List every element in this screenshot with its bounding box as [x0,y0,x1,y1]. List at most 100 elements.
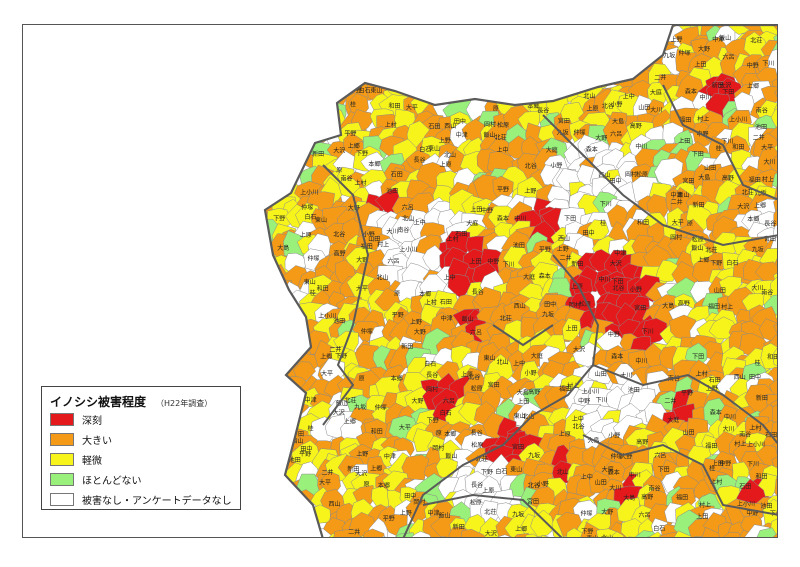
area-polygon [551,28,577,56]
area-polygon [265,291,280,316]
area-polygon [265,84,270,112]
area-polygon [494,25,524,29]
area-polygon [272,35,302,62]
area-polygon [265,265,283,294]
area-polygon [662,122,684,147]
area-name-label: 長谷 [413,156,425,164]
area-name-label: 南谷 [761,289,773,297]
area-polygon [523,63,550,89]
area-polygon [359,45,384,67]
area-name-label: 上中 [513,359,525,367]
area-polygon [297,69,323,96]
area-name-label: 上小川 [737,500,755,508]
area-polygon [406,30,434,55]
area-name-label: 仲塚 [361,327,373,335]
area-name-label: 大庭 [466,220,478,228]
area-polygon [410,531,435,537]
area-name-label: 西山 [328,500,340,508]
area-polygon [317,45,340,68]
area-name-label: 上小川 [729,116,747,124]
area-name-label: 長谷 [764,219,776,227]
area-name-label: 福田 [676,494,688,502]
area-polygon [596,528,618,537]
area-name-label: 和田 [637,218,649,226]
area-polygon [341,37,366,60]
area-polygon [268,430,295,454]
area-name-label: 平野 [392,311,404,319]
area-polygon [504,38,533,58]
area-name-label: 飯山 [677,191,689,199]
area-polygon [419,52,444,79]
area-polygon [770,392,777,424]
area-name-label: 新田 [453,523,465,531]
area-name-label: 上村 [447,235,459,243]
area-name-label: 六呂 [470,328,482,336]
area-name-label: 九坂 [663,52,675,60]
area-polygon [329,25,355,54]
area-polygon [239,330,263,354]
area-name-label: 二井 [654,74,666,82]
area-polygon [265,86,280,111]
area-name-label: 大野 [601,508,613,516]
area-name-label: 上田 [712,459,724,467]
area-name-label: 池田 [386,187,398,195]
area-name-label: 中津 [305,396,317,404]
area-name-label: 大庭 [546,146,558,154]
area-name-label: 上村 [749,424,761,432]
area-name-label: 西山 [444,122,456,130]
area-name-label: 上野 [670,36,682,44]
area-name-label: 高野 [528,388,540,396]
area-polygon [265,41,284,71]
area-name-label: 大庭 [523,273,535,281]
area-name-label: 上郷 [515,525,527,533]
area-name-label: 北荘 [344,396,356,404]
area-name-label: 大平 [406,103,418,111]
legend-item-almost-none: ほとんどない [50,470,232,489]
area-name-label: 岡村 [569,301,581,309]
area-name-label: 大沢 [737,203,749,211]
area-polygon [325,53,359,84]
area-name-label: 上中 [444,274,456,282]
area-name-label: 岡村 [484,121,496,129]
municipal-boundary [582,434,777,516]
area-polygon [719,531,745,537]
area-name-label: 池田 [513,242,525,250]
area-name-label: 仲塚 [307,255,319,263]
area-polygon [265,375,274,405]
area-name-label: 長谷 [471,481,483,489]
area-name-label: 山田 [595,370,607,378]
area-polygon [269,478,294,503]
area-polygon [567,41,591,67]
area-polygon [265,376,280,402]
legend-label-minor: 軽微 [82,456,102,467]
area-name-label: 仲塚 [301,204,313,212]
area-name-label: 六呂 [402,204,414,212]
area-name-label: 仲塚 [574,128,586,136]
area-polygon [272,388,294,410]
area-polygon [236,25,263,38]
area-name-label: 北山 [402,214,414,222]
area-polygon [518,25,546,38]
area-polygon [371,25,395,38]
area-name-label: 中津 [441,314,453,322]
area-polygon [552,54,574,76]
area-name-label: 福田 [749,176,761,184]
area-polygon [480,29,505,54]
area-name-label: 九坂 [542,311,554,319]
legend-swatch-large [50,433,74,446]
area-name-label: 本郷 [527,102,539,110]
area-name-label: 原 [363,481,369,488]
area-name-label: 上小川 [582,388,600,396]
area-polygon [265,190,266,214]
municipal-boundary [542,114,777,247]
area-polygon [559,52,584,79]
area-name-label: 平野 [539,246,551,254]
area-polygon [655,259,678,283]
area-polygon [755,527,777,537]
area-name-label: 上郷 [320,353,332,361]
area-polygon [509,27,530,53]
area-name-label: 宮田 [512,443,524,451]
area-name-label: 松原 [692,236,704,244]
area-polygon [297,110,325,134]
